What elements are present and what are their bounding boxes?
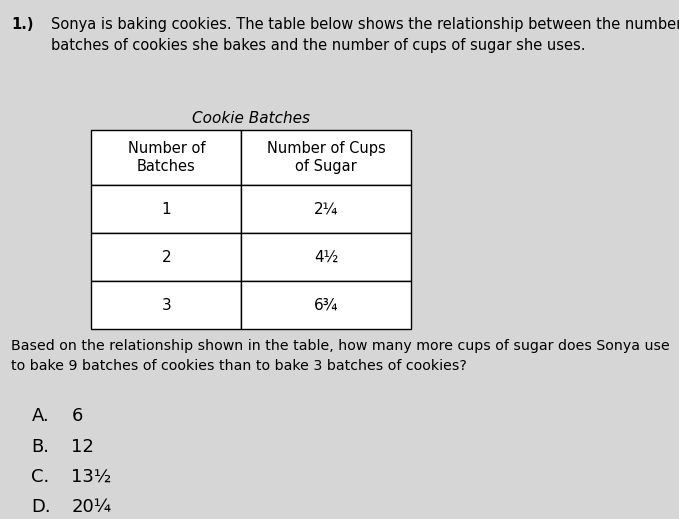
Text: 2: 2	[162, 250, 171, 265]
Text: C.: C.	[31, 468, 50, 486]
Text: 1: 1	[162, 202, 171, 217]
Text: Sonya is baking cookies. The table below shows the relationship between the numb: Sonya is baking cookies. The table below…	[52, 17, 679, 52]
Bar	[92, 185, 241, 234]
Text: A.: A.	[31, 407, 49, 425]
Bar	[241, 281, 411, 329]
Text: 6: 6	[71, 407, 83, 425]
Text: 3: 3	[162, 298, 171, 312]
Text: D.: D.	[31, 498, 51, 516]
Text: 13½: 13½	[71, 468, 112, 486]
Text: 1.): 1.)	[12, 17, 34, 32]
Text: Number of Cups
of Sugar: Number of Cups of Sugar	[267, 142, 386, 174]
Bar	[92, 281, 241, 329]
Text: 6¾: 6¾	[314, 298, 339, 312]
Text: Cookie Batches: Cookie Batches	[192, 111, 310, 126]
Bar	[241, 185, 411, 234]
Bar	[92, 130, 241, 185]
Text: 20¼: 20¼	[71, 498, 111, 516]
Text: Number of
Batches: Number of Batches	[128, 142, 205, 174]
Text: 4½: 4½	[314, 250, 339, 265]
Bar	[92, 234, 241, 281]
Text: Based on the relationship shown in the table, how many more cups of sugar does S: Based on the relationship shown in the t…	[12, 339, 670, 373]
Text: 2¼: 2¼	[314, 202, 339, 217]
Bar	[241, 234, 411, 281]
Text: B.: B.	[31, 438, 50, 456]
Bar	[241, 130, 411, 185]
Text: 12: 12	[71, 438, 94, 456]
